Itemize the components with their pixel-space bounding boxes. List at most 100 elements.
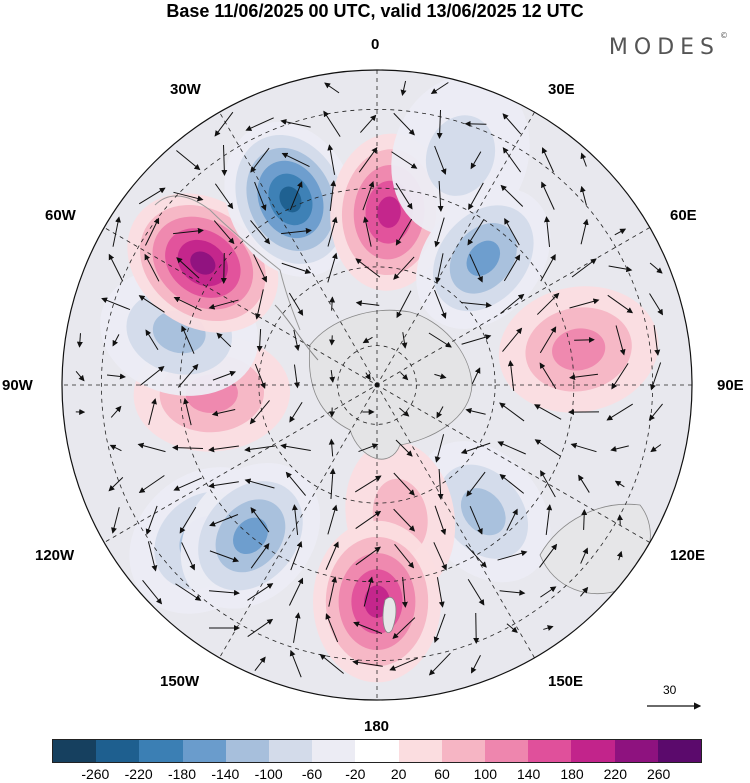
colorbar-tick-label: 180 [560,766,584,782]
lon-label-60w: 60W [45,207,76,224]
lon-label-90w: 90W [2,377,33,394]
antarctica-land [308,309,473,460]
wind-arrow [137,442,166,453]
wind-arrow [106,373,126,380]
wind-arrow [360,114,377,133]
wind-arrow [569,373,599,381]
wind-arrow [362,336,373,344]
wind-arrow [324,82,340,94]
wind-arrow [325,613,339,643]
wind-arrow [569,298,600,309]
wind-arrow [395,218,413,246]
wind-arrow [145,329,159,351]
wind-arrow [148,398,157,426]
wind-arrow [101,297,131,311]
wind-arrow [221,144,228,176]
anomaly-contour [233,517,268,555]
wind-arrow [574,336,595,343]
wind-arrow [253,254,267,283]
wind-arrow [289,649,302,678]
wind-arrow [328,576,338,607]
wind-arrow [653,325,661,356]
wind-arrow [502,113,522,135]
colorbar-tick-label: -140 [211,766,240,782]
wind-arrow [111,507,120,534]
wind-arrow [539,543,558,568]
wind-arrow [328,438,335,457]
anomaly-contour [190,251,216,275]
wind-arrow [435,253,444,284]
wind-arrow [434,145,447,175]
wind-arrow [358,147,378,173]
wind-arrow [394,544,415,569]
wind-arrow [580,547,589,564]
wind-arrow [614,228,627,236]
wind-arrow [543,216,551,247]
wind-arrow [256,328,263,352]
wind-arrow [108,476,124,492]
wind-arrow [293,612,301,643]
wind-arrow [254,289,264,320]
wind-arrow [249,400,270,425]
wind-arrow [540,253,556,282]
wind-arrow [611,363,629,390]
wind-arrow [391,151,418,169]
wind-arrow [355,258,381,278]
wind-arrow [216,332,232,348]
wind-arrow [578,474,590,493]
wind-arrow [434,289,447,319]
wind-arrow [428,652,451,676]
wind-arrow [293,364,300,389]
wind-arrow [464,120,487,127]
wind-arrow [244,478,275,489]
wind-arrow [280,443,311,452]
wind-arrow [358,443,379,453]
map-title: Base 11/06/2025 00 UTC, valid 13/06/2025… [166,1,584,21]
wind-arrow [616,550,623,561]
wind-arrow [399,407,410,417]
wind-arrow [181,325,195,354]
wind-arrow [75,371,85,382]
wind-arrow [173,296,202,311]
wind-arrow [461,334,492,345]
wind-vectors [75,80,664,678]
anomaly-field [100,74,659,683]
wind-arrow [580,218,589,245]
wind-arrow [428,332,452,348]
wind-arrow [393,508,416,532]
lon-label-120w: 120W [35,547,75,564]
wind-arrow [280,118,311,128]
wind-arrow [214,183,234,210]
anomaly-cell [127,193,279,333]
wind-arrow [327,144,336,175]
colorbar-segment [312,740,356,762]
wind-arrow [571,258,597,278]
wind-arrow [393,256,415,280]
wind-arrow [533,404,562,420]
wind-arrow [183,397,192,426]
colorbar [52,739,702,763]
wind-arrow [606,403,633,421]
wind-arrow [401,332,408,349]
wind-arrow [214,111,234,137]
wind-arrow [434,434,445,463]
wind-arrow [465,407,486,415]
wind-arrow [461,301,492,309]
colorbar-tick-label: 220 [603,766,628,782]
wind-arrow [144,253,160,282]
wind-arrow [247,583,274,601]
wind-arrow [176,257,200,279]
wind-arrow [434,373,447,380]
modes-logo: MODES© [608,31,728,60]
wind-arrow [355,546,381,566]
wind-arrow [536,292,560,315]
map-border [61,69,693,701]
wind-arrow [327,216,338,247]
colorbar-segment [225,740,270,762]
wind-arrow [281,262,312,275]
wind-arrow [434,505,447,536]
wind-arrow [325,541,339,570]
wind-arrow [540,586,557,598]
lon-label-60e: 60E [670,207,697,224]
wind-arrow [254,656,266,671]
